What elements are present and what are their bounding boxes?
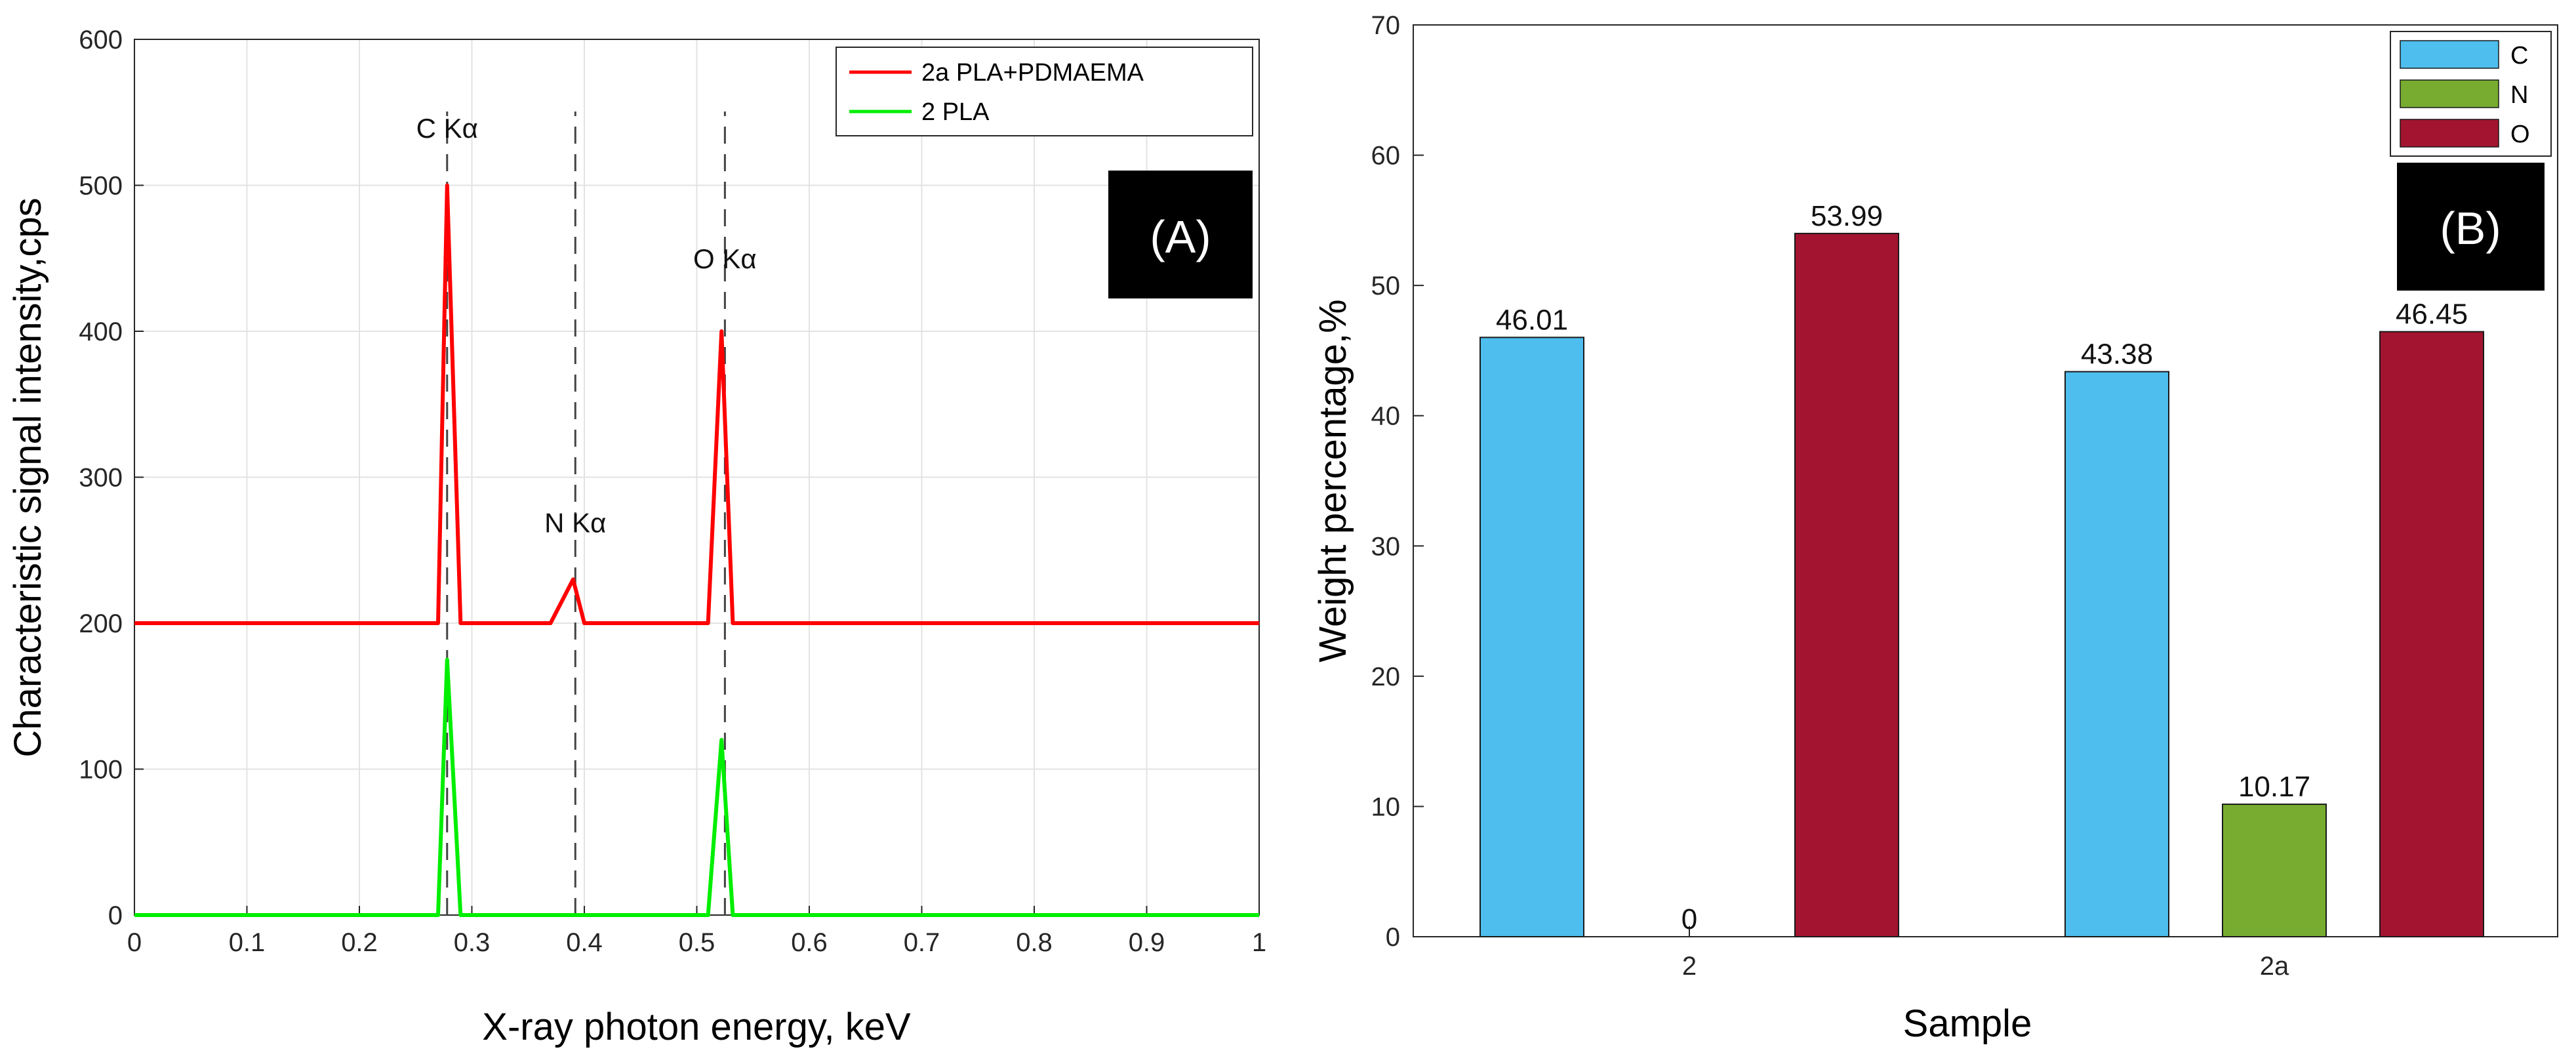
panel-a-label-badge: (A) (1108, 171, 1253, 298)
legend-label-c: C (2510, 42, 2528, 70)
panel-a-legend: 2a PLA+PDMAEMA 2 PLA (835, 47, 1253, 136)
bar-value-label: 10.17 (2238, 771, 2310, 803)
panel-a-x-tick-label: 0.6 (791, 928, 828, 957)
panel-b-y-tick-label: 20 (1371, 663, 1401, 691)
panel-b-composition-chart: 0 10 20 30 40 50 60 70 2 2a 46.01 43.38 0 10.17 53.99… (1312, 11, 2558, 1045)
panel-a-x-tick-label: 0.2 (341, 928, 378, 957)
panel-a-x-tick-label: 0.5 (679, 928, 715, 957)
panel-a-spectrum-chart: 0 0.1 0.2 0.3 0.4 0.5 0.6 0.7 0.8 0.9 1 0 100 200 300 4… (7, 26, 1266, 1048)
panel-a-y-tick-label: 100 (79, 756, 123, 785)
panel-b-y-tick-label: 60 (1371, 142, 1401, 171)
panel-b-x-tick-label: 2 (1682, 952, 1697, 981)
bar-n-2a (2222, 804, 2327, 937)
bar-c-2 (1479, 337, 1584, 937)
peak-label: N Kα (544, 507, 606, 538)
bar-value-label: 53.99 (1811, 200, 1883, 232)
panel-b-bars (1479, 232, 2484, 938)
panel-b-y-tick-label: 40 (1371, 402, 1401, 431)
panel-a-grid (134, 39, 1259, 915)
panel-b-bar-labels: 46.01 43.38 0 10.17 53.99 46.45 (1496, 200, 2468, 935)
panel-a-x-tick-label: 0 (127, 928, 142, 957)
bar-value-label: 46.01 (1496, 304, 1568, 336)
panel-a-series-lines (134, 183, 1259, 917)
panel-a-y-tick-label: 0 (108, 901, 123, 930)
panel-b-x-tick-label: 2a (2260, 952, 2289, 981)
panel-b-plot-frame (1413, 24, 2558, 937)
panel-a-x-tick-label: 0.7 (904, 928, 940, 957)
panel-a-y-tick-label: 300 (79, 464, 123, 493)
panel-a-legend-box (835, 47, 1253, 136)
series-line-2-pla (134, 657, 1259, 917)
series-line-2a-pla-pdmaema (134, 183, 1259, 625)
panel-a-y-tick-label: 500 (79, 172, 123, 201)
legend-swatch-n (2400, 79, 2499, 108)
panel-b-legend: C N O (2390, 31, 2552, 157)
panel-a-label: (A) (1150, 211, 1211, 262)
legend-label-n: N (2510, 81, 2528, 109)
panel-a-x-tick-label: 0.1 (229, 928, 266, 957)
legend-label-2: 2 PLA (921, 98, 990, 126)
panel-a-y-tick-label: 400 (79, 317, 123, 346)
panel-a-x-tick-label: 0.9 (1129, 928, 1165, 957)
panel-b-y-tick-label: 0 (1386, 923, 1400, 952)
panel-a-y-axis-title: Characteristic signal intensity,cps (7, 197, 49, 757)
panel-b-x-axis-title: Sample (1903, 1002, 2032, 1045)
panel-a-y-tick-label: 200 (79, 609, 123, 638)
panel-a-y-tick-label: 600 (79, 26, 123, 54)
legend-swatch-c (2400, 40, 2499, 69)
legend-label-o: O (2510, 121, 2530, 148)
bar-value-label: 43.38 (2081, 338, 2153, 371)
panel-b-y-axis-title: Weight percentage,% (1312, 299, 1354, 663)
panel-b-y-tick-label: 10 (1371, 792, 1401, 821)
panel-b-label: (B) (2440, 203, 2501, 254)
legend-swatch-o (2400, 119, 2499, 148)
panel-a-ticks: 0 0.1 0.2 0.3 0.4 0.5 0.6 0.7 0.8 0.9 1 0 100 200 300 4… (79, 26, 1266, 957)
panel-a-x-tick-label: 0.8 (1016, 928, 1053, 957)
peak-label: O Kα (693, 243, 757, 274)
legend-label-2a: 2a PLA+PDMAEMA (921, 59, 1144, 87)
panel-b-ticks: 0 10 20 30 40 50 60 70 2 2a (1371, 11, 2289, 981)
panel-b-label-background (2397, 163, 2545, 291)
bar-o-2 (1794, 232, 1899, 938)
bar-value-label: 0 (1681, 903, 1697, 935)
panel-b-y-tick-label: 70 (1371, 11, 1401, 40)
bar-o-2a (2379, 331, 2484, 937)
panel-b-label-badge: (B) (2397, 163, 2545, 291)
panel-a-x-tick-label: 1 (1252, 928, 1266, 957)
panel-a-x-axis-title: X-ray photon energy, keV (482, 1006, 911, 1048)
panel-a-label-background (1108, 171, 1253, 298)
bar-value-label: 46.45 (2396, 298, 2468, 331)
peak-label: C Kα (416, 113, 478, 144)
panel-a-peak-labels: C Kα N Kα O Kα (416, 113, 757, 538)
bar-c-2a (2064, 371, 2169, 937)
panel-a-x-tick-label: 0.4 (566, 928, 603, 957)
panel-b-y-tick-label: 30 (1371, 532, 1401, 561)
panel-a-x-tick-label: 0.3 (454, 928, 491, 957)
panel-b-y-tick-label: 50 (1371, 272, 1401, 300)
